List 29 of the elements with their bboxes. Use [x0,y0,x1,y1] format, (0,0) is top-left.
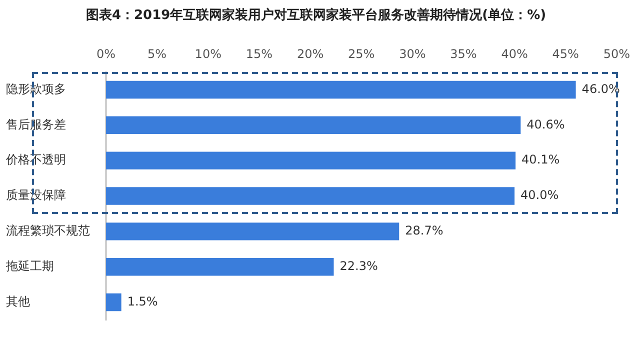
data-label: 22.3% [340,258,378,273]
x-tick-label: 20% [296,46,324,61]
x-tick-label: 45% [552,46,579,61]
chart-title: 图表4：2019年互联网家装用户对互联网家装平台服务改善期待情况(单位：%) [86,7,546,24]
x-tick-label: 25% [348,46,375,61]
bar [106,222,400,240]
y-tick-label: 其他 [6,294,30,308]
bar [106,293,122,312]
bar [106,80,576,99]
x-tick-label: 0% [96,46,116,61]
bar [106,152,516,170]
y-tick-label: 拖延工期 [5,258,54,273]
y-tick-label: 流程繁琐不规范 [6,224,90,238]
x-tick-label: 5% [148,46,167,61]
x-tick-label: 30% [399,46,426,61]
data-label: 40.1% [522,152,560,167]
data-label: 1.5% [127,294,158,308]
x-tick-label: 40% [501,46,528,61]
data-label: 28.7% [405,224,444,238]
bar [106,187,515,205]
x-tick-label: 15% [246,46,273,61]
x-tick-label: 50% [603,46,630,61]
data-label: 46.0% [582,82,620,96]
data-label: 40.6% [526,117,565,132]
x-tick-label: 10% [194,46,222,61]
bar [106,116,521,134]
x-tick-label: 35% [450,46,477,61]
data-label: 40.0% [520,188,559,202]
bar [106,258,334,276]
